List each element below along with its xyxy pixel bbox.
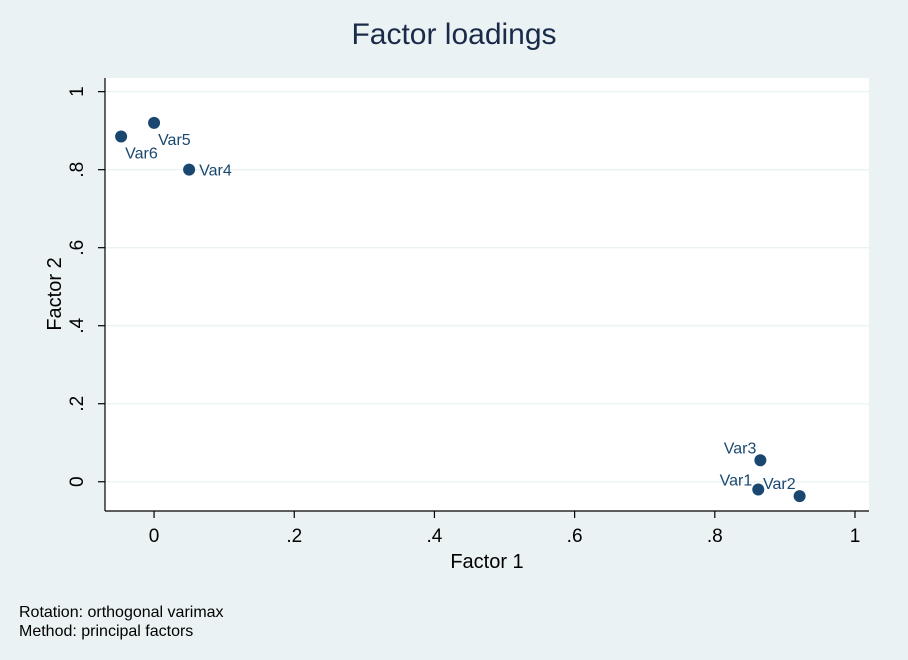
data-point-var5 bbox=[148, 116, 161, 129]
x-tick-label-2: .4 bbox=[427, 526, 443, 547]
x-tick-label-4: .8 bbox=[707, 526, 723, 547]
x-tick-label-1: .2 bbox=[286, 526, 302, 547]
data-point-var4 bbox=[183, 163, 196, 176]
point-label-var6: Var6 bbox=[125, 146, 158, 163]
method-note: Method: principal factors bbox=[19, 623, 194, 640]
point-label-var3: Var3 bbox=[724, 440, 757, 457]
data-point-var2 bbox=[793, 490, 806, 503]
point-label-var4: Var4 bbox=[199, 163, 232, 180]
data-point-var1 bbox=[752, 483, 765, 496]
data-point-var6 bbox=[115, 130, 128, 143]
y-tick-label-2: .4 bbox=[67, 317, 88, 333]
plot-area bbox=[105, 78, 869, 511]
y-tick-label-0: 0 bbox=[67, 476, 88, 487]
x-tick-label-3: .6 bbox=[567, 526, 583, 547]
y-tick-label-3: .6 bbox=[67, 240, 88, 256]
y-tick-label-4: .8 bbox=[67, 162, 88, 178]
point-label-var2: Var2 bbox=[763, 476, 796, 493]
x-axis-title: Factor 1 bbox=[450, 551, 523, 573]
point-label-var5: Var5 bbox=[158, 132, 191, 149]
chart-title: Factor loadings bbox=[351, 18, 556, 51]
x-tick-label-5: 1 bbox=[850, 526, 861, 547]
point-label-var1: Var1 bbox=[720, 473, 753, 490]
y-ticks: 0 .2 .4 .6 .8 1 bbox=[67, 86, 105, 487]
x-tick-label-0: 0 bbox=[149, 526, 160, 547]
y-tick-label-1: .2 bbox=[67, 396, 88, 412]
grid-lines bbox=[105, 91, 869, 483]
rotation-note: Rotation: orthogonal varimax bbox=[19, 604, 224, 621]
data-point-var3 bbox=[754, 454, 767, 467]
x-ticks: 0 .2 .4 .6 .8 1 bbox=[149, 511, 860, 547]
y-axis-title: Factor 2 bbox=[44, 257, 66, 330]
y-tick-label-5: 1 bbox=[67, 86, 88, 97]
